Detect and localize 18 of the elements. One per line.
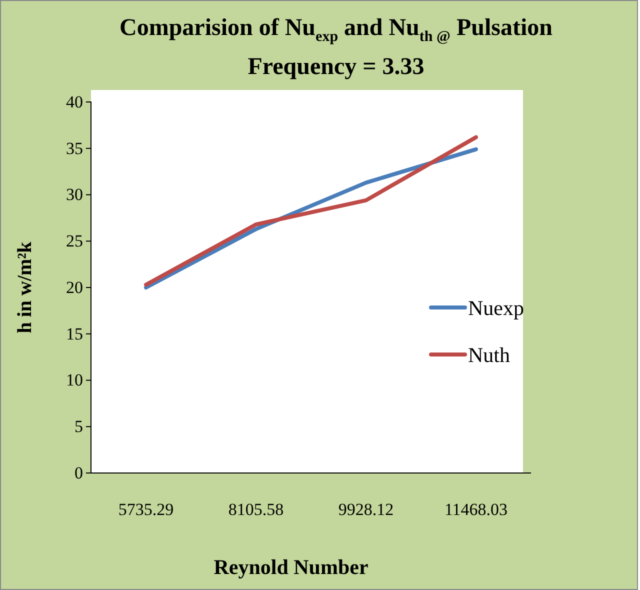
chart-title: Comparision of Nu$_{exp}$ and Nu$_{th @}$ Pulsation Frequency = 3.33 (120, 15, 552, 80)
x-tick-label: 9928.12 (338, 500, 394, 520)
y-tick-label: 40 (66, 92, 83, 112)
x-tick-label: 8105.58 (228, 500, 284, 520)
x-axis-title: Reynold Number (214, 555, 368, 579)
y-tick-label: 30 (66, 185, 83, 204)
y-tick-label: 25 (66, 232, 83, 251)
legend-label: Nuth (468, 342, 510, 367)
y-tick-label: 35 (66, 138, 83, 158)
legend-label: Nuexp (468, 296, 524, 320)
y-tick-label: 15 (66, 324, 83, 344)
y-tick-label: 0 (74, 463, 83, 482)
y-tick-label: 20 (66, 278, 83, 297)
y-tick-label: 5 (74, 417, 83, 436)
x-tick-label: 11468.03 (444, 500, 508, 520)
y-axis-title: h in w/m²k (14, 240, 36, 334)
y-tick-label: 10 (66, 370, 83, 390)
x-tick-label: 5735.29 (118, 500, 174, 520)
